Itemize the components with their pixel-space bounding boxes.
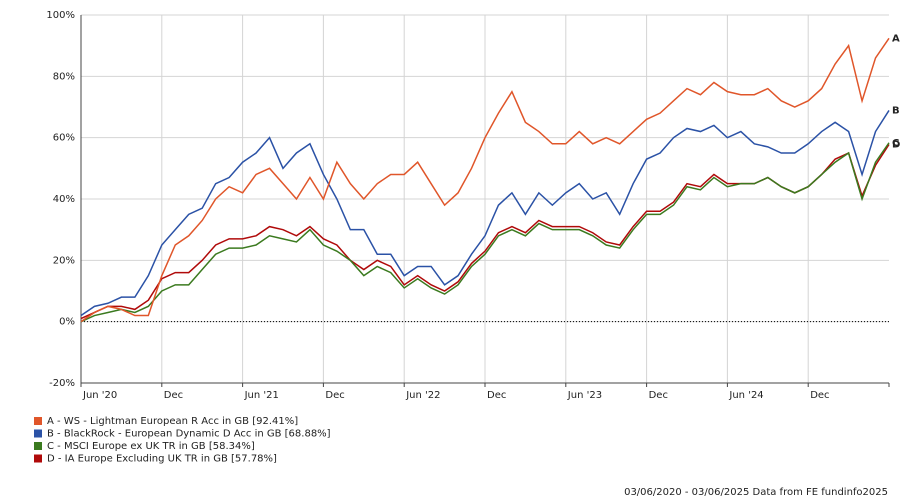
end-label: B — [892, 105, 900, 116]
series-line — [80, 37, 890, 323]
legend-swatch — [34, 454, 42, 463]
y-tick-label: 0% — [59, 317, 75, 328]
y-tick-label: 40% — [53, 194, 75, 205]
series-line — [80, 142, 890, 323]
legend-swatch — [34, 417, 42, 425]
x-tick-label: Jun '24 — [728, 390, 763, 401]
x-tick-label: Jun '22 — [405, 390, 440, 401]
x-tick-label: Dec — [649, 390, 668, 401]
legend-label: D - IA Europe Excluding UK TR in GB [57.… — [47, 454, 277, 465]
footer: 03/06/2020 - 03/06/2025 Data from FE fun… — [624, 487, 888, 498]
end-label: A — [892, 33, 900, 44]
end-label: D — [892, 139, 900, 150]
y-tick-label: 100% — [46, 10, 75, 21]
series-line — [80, 110, 890, 317]
legend-swatch — [34, 429, 42, 438]
y-tick-label: 60% — [53, 133, 75, 144]
y-tick-label: -20% — [49, 378, 75, 389]
y-tick-label: 20% — [53, 255, 75, 266]
legend-label: A - WS - Lightman European R Acc in GB [… — [47, 416, 298, 427]
x-tick-label: Jun '20 — [82, 390, 117, 401]
legend-label: C - MSCI Europe ex UK TR in GB [58.34%] — [47, 441, 255, 452]
legend-label: B - BlackRock - European Dynamic D Acc i… — [47, 429, 331, 440]
end-label: C — [892, 138, 899, 149]
legend-swatch — [34, 442, 42, 450]
x-tick-label: Dec — [810, 390, 829, 401]
x-tick-label: Jun '21 — [244, 390, 279, 401]
y-tick-label: 80% — [53, 71, 75, 82]
x-tick-label: Dec — [325, 390, 344, 401]
x-tick-label: Jun '23 — [567, 390, 602, 401]
x-tick-label: Dec — [164, 390, 183, 401]
x-tick-label: Dec — [487, 390, 506, 401]
